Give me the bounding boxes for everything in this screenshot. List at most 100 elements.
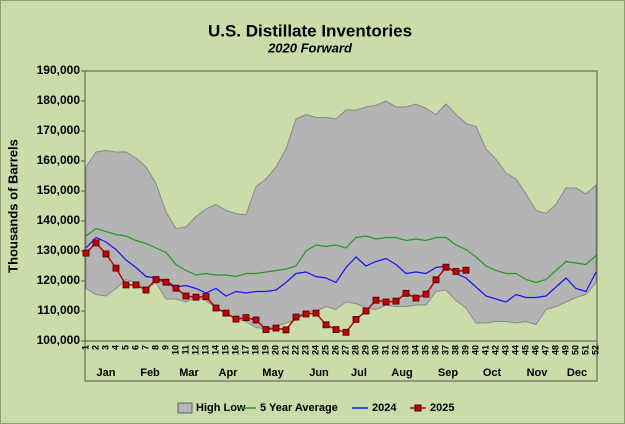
y-tick-label: 180,000 bbox=[37, 93, 81, 107]
x-tick-label: 26 bbox=[330, 345, 340, 355]
x-tick-label: 49 bbox=[560, 345, 570, 355]
x-tick-label: 10 bbox=[170, 345, 180, 355]
x-tick-label: 44 bbox=[510, 345, 520, 355]
series-marker bbox=[332, 326, 340, 334]
y-tick-label: 130,000 bbox=[37, 243, 81, 257]
x-tick-label: 29 bbox=[360, 345, 370, 355]
series-marker bbox=[302, 310, 310, 318]
x-tick-label: 3 bbox=[100, 345, 110, 350]
series-marker bbox=[232, 315, 240, 323]
x-tick-label: 28 bbox=[350, 345, 360, 355]
series-marker bbox=[262, 326, 270, 334]
month-label: Dec bbox=[567, 367, 587, 379]
legend-marker bbox=[414, 404, 422, 412]
series-marker bbox=[322, 321, 330, 329]
x-tick-label: 14 bbox=[210, 345, 220, 355]
x-axis-box bbox=[84, 340, 598, 382]
month-label: Jan bbox=[97, 367, 116, 379]
x-tick-label: 22 bbox=[290, 345, 300, 355]
month-label: Jun bbox=[309, 367, 329, 379]
series-marker bbox=[252, 316, 260, 324]
x-tick-label: 30 bbox=[370, 345, 380, 355]
x-tick-label: 51 bbox=[580, 345, 590, 355]
x-tick-label: 21 bbox=[280, 345, 290, 355]
series-marker bbox=[142, 286, 150, 294]
month-label: Nov bbox=[527, 367, 549, 379]
x-tick-label: 25 bbox=[320, 345, 330, 355]
series-marker bbox=[172, 284, 180, 292]
x-tick-label: 45 bbox=[520, 345, 530, 355]
series-marker bbox=[442, 263, 450, 271]
x-tick-label: 27 bbox=[340, 345, 350, 355]
series-marker bbox=[202, 293, 210, 301]
month-label: Oct bbox=[483, 367, 502, 379]
x-tick-label: 7 bbox=[140, 345, 150, 350]
x-tick-label: 5 bbox=[120, 345, 130, 350]
x-tick-label: 16 bbox=[230, 345, 240, 355]
x-tick-label: 2 bbox=[90, 345, 100, 350]
x-tick-label: 12 bbox=[190, 345, 200, 355]
x-tick-label: 6 bbox=[130, 345, 140, 350]
series-marker bbox=[212, 304, 220, 312]
chart-title: U.S. Distillate Inventories bbox=[208, 21, 412, 40]
y-axis-label: Thousands of Barrels bbox=[5, 139, 20, 273]
series-marker bbox=[242, 314, 250, 322]
x-tick-label: 24 bbox=[310, 345, 320, 355]
series-marker bbox=[392, 297, 400, 305]
series-marker bbox=[112, 264, 120, 272]
x-tick-label: 17 bbox=[240, 345, 250, 355]
series-marker bbox=[422, 290, 430, 298]
legend-label: 2025 bbox=[430, 402, 454, 414]
x-tick-label: 37 bbox=[440, 345, 450, 355]
y-tick-label: 190,000 bbox=[37, 63, 81, 77]
legend-label: 2024 bbox=[372, 402, 397, 414]
series-marker bbox=[372, 296, 380, 304]
x-tick-label: 39 bbox=[460, 345, 470, 355]
month-label: Sep bbox=[438, 367, 458, 379]
x-tick-label: 9 bbox=[160, 345, 170, 350]
x-tick-label: 42 bbox=[490, 345, 500, 355]
x-tick-label: 34 bbox=[410, 345, 420, 355]
series-marker bbox=[352, 315, 360, 323]
x-tick-label: 1 bbox=[80, 345, 90, 350]
y-tick-label: 160,000 bbox=[37, 153, 81, 167]
series-marker bbox=[282, 326, 290, 334]
month-label: Mar bbox=[179, 367, 199, 379]
series-marker bbox=[182, 292, 190, 300]
x-tick-label: 40 bbox=[470, 345, 480, 355]
y-tick-label: 150,000 bbox=[37, 183, 81, 197]
series-marker bbox=[452, 267, 460, 275]
x-tick-label: 13 bbox=[200, 345, 210, 355]
series-marker bbox=[462, 266, 470, 274]
x-tick-label: 52 bbox=[590, 345, 600, 355]
x-tick-label: 47 bbox=[540, 345, 550, 355]
x-tick-label: 11 bbox=[180, 345, 190, 355]
y-tick-label: 120,000 bbox=[37, 273, 81, 287]
series-marker bbox=[132, 281, 140, 289]
series-marker bbox=[152, 276, 160, 283]
x-tick-label: 19 bbox=[260, 345, 270, 355]
x-tick-label: 41 bbox=[480, 345, 490, 355]
x-tick-label: 35 bbox=[420, 345, 430, 355]
series-marker bbox=[292, 313, 300, 321]
x-tick-label: 31 bbox=[380, 345, 390, 355]
high-low-band bbox=[85, 100, 597, 330]
series-marker bbox=[82, 249, 90, 257]
series-marker bbox=[342, 328, 350, 336]
x-tick-label: 32 bbox=[390, 345, 400, 355]
legend-swatch bbox=[177, 402, 193, 414]
series-marker bbox=[412, 294, 420, 302]
legend-label: 5 Year Average bbox=[260, 402, 338, 414]
series-line bbox=[85, 236, 597, 303]
x-tick-label: 33 bbox=[400, 345, 410, 355]
x-tick-label: 18 bbox=[250, 345, 260, 355]
chart-subtitle: 2020 Forward bbox=[267, 40, 353, 55]
x-tick-label: 15 bbox=[220, 345, 230, 355]
series-line bbox=[85, 227, 597, 284]
y-tick-label: 140,000 bbox=[37, 213, 81, 227]
series-marker bbox=[272, 324, 280, 332]
x-tick-label: 36 bbox=[430, 345, 440, 355]
x-tick-label: 4 bbox=[110, 345, 120, 350]
x-tick-label: 48 bbox=[550, 345, 560, 355]
